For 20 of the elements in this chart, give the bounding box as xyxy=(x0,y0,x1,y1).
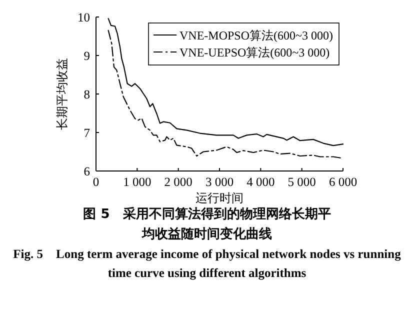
x-tick-label: 4 000 xyxy=(246,175,275,189)
x-tick-label: 2 000 xyxy=(164,175,192,189)
x-tick-label: 5 000 xyxy=(288,175,316,189)
legend-label: VNE-MOPSO算法(600~3 000) xyxy=(180,28,333,42)
x-tick-label: 3 000 xyxy=(205,175,234,189)
text: Fig. 5 Long term average income of physical network nodes vs running time curve using different algorithms xyxy=(12,246,402,282)
y-tick-label: 8 xyxy=(84,88,90,102)
legend-label: VNE-UEPSO算法(600~3 000) xyxy=(180,46,330,60)
y-tick-label: 6 xyxy=(84,164,90,178)
y-axis-title: 长期平均收益 xyxy=(55,58,69,130)
y-tick-label: 9 xyxy=(84,49,90,63)
y-tick-label: 10 xyxy=(78,10,90,24)
x-tick-label: 1 000 xyxy=(123,175,152,189)
y-tick-label: 7 xyxy=(84,126,90,140)
text: 图 5 采用不同算法得到的物理网络长期平均收益随时间变化曲线 xyxy=(82,206,332,244)
line-series xyxy=(108,30,344,159)
line-series xyxy=(108,18,344,146)
x-axis-title: 运行时间 xyxy=(196,191,244,205)
x-tick-label: 6 000 xyxy=(328,175,358,189)
x-tick-label: 0 xyxy=(92,175,100,189)
